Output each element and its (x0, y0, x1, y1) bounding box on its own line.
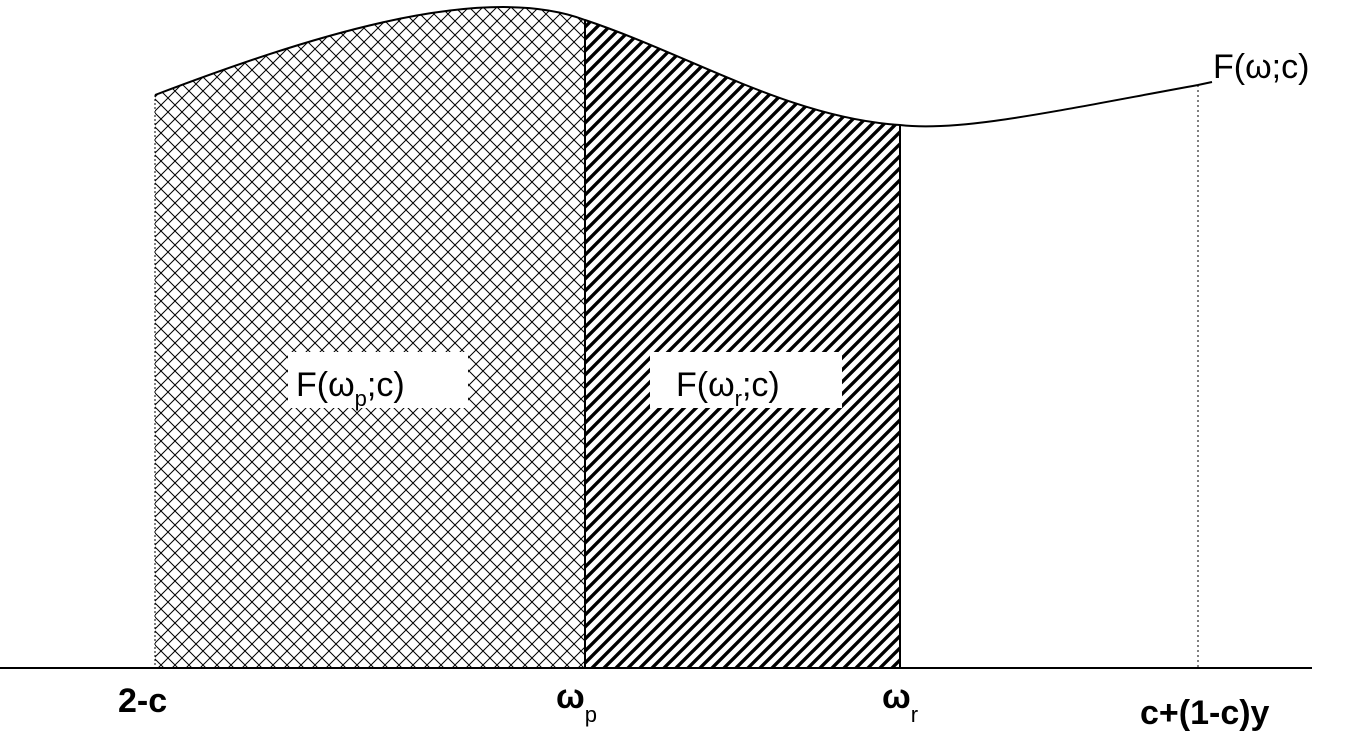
axis-label-omega-r: ωr (882, 678, 918, 727)
label-bg-left (288, 352, 468, 408)
density-curve (154, 5, 1213, 128)
region-right-fill (585, 20, 900, 668)
region-left-fill (155, 6, 585, 669)
axis-label-end: c+(1-c)y (1140, 694, 1270, 732)
axis-label-omega-p: ωp (556, 678, 597, 727)
region-label-right: F(ωr;c) (676, 366, 780, 411)
label-bg-right (650, 352, 842, 408)
curve-label: F(ω;c) (1213, 48, 1309, 86)
region-label-left: F(ωp;c) (296, 366, 405, 411)
axis-label-start: 2-c (118, 682, 167, 720)
